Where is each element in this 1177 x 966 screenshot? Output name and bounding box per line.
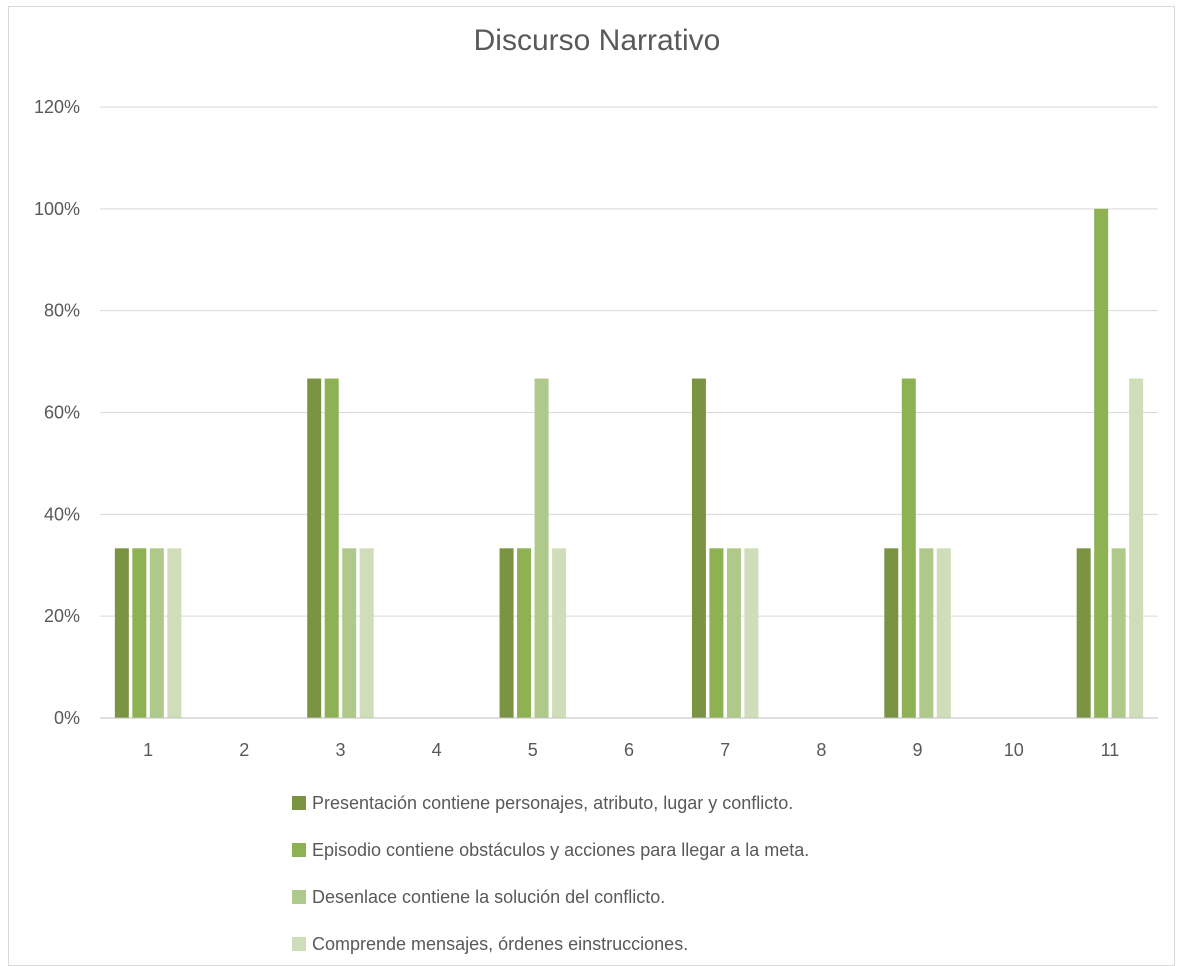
legend-swatch [292,843,306,857]
x-tick-label: 11 [1101,740,1120,760]
bar [901,378,916,718]
legend-item: Comprende mensajes, órdenes einstruccion… [292,934,688,954]
y-tick-label: 60% [44,403,80,423]
x-tick-label: 9 [913,740,923,760]
x-tick-label: 5 [528,740,538,760]
bar [359,548,374,718]
y-tick-label: 40% [44,504,80,524]
y-tick-label: 80% [44,301,80,321]
legend-swatch [292,796,306,810]
legend-swatch [292,937,306,951]
bar [726,548,741,718]
bar [324,378,339,718]
bar [691,378,706,718]
bar [744,548,759,718]
bar [114,548,129,718]
bar [167,548,182,718]
legend-label: Comprende mensajes, órdenes einstruccion… [312,934,688,954]
gridlines [100,106,1158,617]
bar [499,548,514,718]
bar [1094,208,1109,719]
bar [936,548,951,718]
bar [1111,548,1126,718]
axes: 0% 20% 40% 60% 80% 100% 120% 1 2 3 4 5 6 7 8 9 10 11 [34,97,1158,760]
bar [884,548,899,718]
x-tick-label: 8 [816,740,826,760]
x-tick-label: 4 [432,740,442,760]
x-tick-label: 2 [239,740,249,760]
legend-swatch [292,890,306,904]
bar [307,378,322,718]
bar [1129,378,1144,718]
y-tick-label: 20% [44,606,80,626]
bars [114,208,1144,719]
y-tick-label: 100% [34,199,80,219]
bar [342,548,357,718]
x-tick-label: 7 [720,740,730,760]
bar [534,378,549,718]
x-tick-label: 1 [143,740,153,760]
bar [149,548,164,718]
x-tick-label: 6 [624,740,634,760]
legend-label: Desenlace contiene la solución del confl… [312,887,665,907]
bar [517,548,532,718]
x-tick-label: 10 [1004,740,1024,760]
bar [552,548,567,718]
legend-label: Episodio contiene obstáculos y acciones … [312,840,809,860]
legend-label: Presentación contiene personajes, atribu… [312,793,793,813]
bar [919,548,934,718]
legend-item: Episodio contiene obstáculos y acciones … [292,840,809,860]
legend: Presentación contiene personajes, atribu… [292,793,809,954]
y-tick-label: 120% [34,97,80,117]
legend-item: Presentación contiene personajes, atribu… [292,793,793,813]
bar [1076,548,1091,718]
legend-item: Desenlace contiene la solución del confl… [292,887,665,907]
y-tick-label: 0% [54,708,80,728]
chart-title: Discurso Narrativo [474,24,721,57]
x-tick-label: 3 [335,740,345,760]
bar [709,548,724,718]
bar [132,548,147,718]
chart-frame [8,6,1175,966]
